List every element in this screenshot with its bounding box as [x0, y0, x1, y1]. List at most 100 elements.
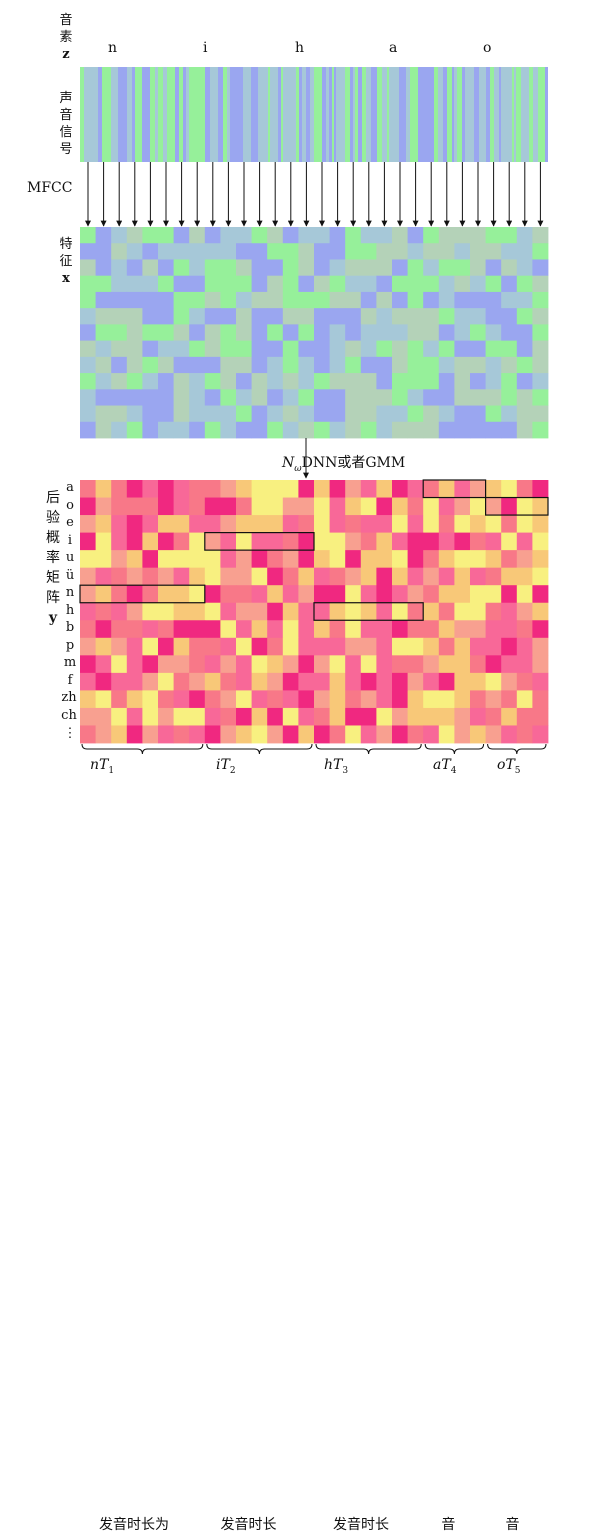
signal-stripe: [155, 67, 158, 162]
posterior-cell: [251, 567, 268, 586]
feature-cell: [438, 373, 455, 390]
feature-cell: [204, 291, 221, 309]
duration-brace-3: [315, 743, 422, 755]
signal-stripe: [538, 67, 543, 162]
feature-cell: [407, 243, 424, 260]
feature-cell: [314, 291, 330, 309]
posterior-cell: [220, 620, 237, 639]
feature-cell: [220, 356, 237, 374]
posterior-cell: [485, 707, 502, 726]
feature-cell: [314, 275, 330, 293]
signal-stripe: [111, 67, 113, 162]
posterior-cell: [532, 690, 549, 709]
signal-stripe: [266, 67, 268, 162]
feature-cell: [376, 259, 393, 277]
posterior-cell: [95, 532, 112, 551]
posterior-cell: [111, 655, 128, 674]
feature-cell: [267, 405, 284, 423]
signal-stripe: [508, 67, 512, 162]
feature-cell: [423, 259, 440, 277]
posterior-cell: [236, 655, 252, 674]
posterior-cell: [142, 602, 159, 621]
posterior-cell: [80, 480, 96, 498]
posterior-cell: [392, 725, 408, 744]
feature-axis-label: 特 征 x: [58, 236, 74, 287]
feature-cell: [267, 291, 284, 309]
posterior-cell: [282, 655, 299, 674]
feature-cell: [173, 373, 190, 390]
posterior-cell: [267, 550, 284, 569]
posterior-cell: [142, 672, 159, 691]
signal-stripe: [486, 67, 490, 162]
signal-stripe: [175, 67, 179, 162]
signal-stripe: [243, 67, 248, 162]
feature-cell: [189, 421, 206, 439]
feature-cell: [80, 308, 96, 325]
feature-cell: [158, 227, 174, 244]
feature-cell: [126, 421, 143, 439]
feature-cell: [345, 340, 362, 358]
posterior-cell: [470, 637, 486, 656]
posterior-cell: [516, 515, 533, 533]
posterior-cell: [142, 515, 159, 533]
feature-cell: [80, 356, 96, 374]
feature-cell: [501, 227, 518, 244]
posterior-cell: [111, 707, 128, 726]
feature-cell: [204, 389, 221, 406]
feature-cell: [532, 259, 549, 277]
posterior-cell: [251, 725, 268, 744]
posterior-cell: [501, 620, 518, 639]
signal-stripe: [270, 67, 273, 162]
signal-stripe: [310, 67, 314, 162]
signal-stripe: [420, 67, 423, 162]
model-subscript: ω: [294, 463, 302, 474]
posterior-cell: [204, 480, 221, 498]
posterior-cell: [407, 637, 424, 656]
feature-cell: [204, 275, 221, 293]
posterior-cell: [438, 620, 455, 639]
feature-cell: [329, 308, 346, 325]
signal-stripe: [205, 67, 210, 162]
posterior-cell: [111, 497, 128, 516]
duration-a: a 音 T4: [433, 757, 457, 1533]
feature-cell: [407, 340, 424, 358]
box-a: [422, 479, 487, 499]
feature-cell: [345, 389, 362, 406]
feature-cell: [173, 421, 190, 439]
feature-cell: [267, 421, 284, 439]
feature-cell: [111, 227, 128, 244]
feature-cell: [236, 421, 252, 439]
feature-cell: [126, 356, 143, 374]
posterior-cell: [392, 602, 408, 621]
posterior-cell: [267, 585, 284, 604]
posterior-cell: [126, 585, 143, 604]
posterior-cell: [158, 725, 174, 744]
posterior-cell: [345, 567, 362, 586]
posterior-cell: [173, 707, 190, 726]
signal-stripe: [529, 67, 533, 162]
feature-cell: [298, 243, 315, 260]
feature-cell: [423, 227, 440, 244]
feature-cell: [95, 340, 112, 358]
feature-cell: [532, 227, 549, 244]
feature-cell: [298, 259, 315, 277]
feature-cell: [407, 389, 424, 406]
posterior-cell: [95, 480, 112, 498]
signal-label-char-4: 号: [59, 142, 73, 157]
posterior-cell: [438, 567, 455, 586]
feature-cell: [80, 405, 96, 423]
feature-cell: [392, 373, 408, 390]
signal-stripe: [230, 67, 232, 162]
posterior-cell: [158, 707, 174, 726]
posterior-cell: [470, 567, 486, 586]
feature-cell: [345, 259, 362, 277]
posterior-cell: [142, 620, 159, 639]
feature-cell: [236, 275, 252, 293]
feature-cell: [95, 275, 112, 293]
feature-cell: [438, 259, 455, 277]
posterior-cell: [438, 672, 455, 691]
feature-cell: [80, 389, 96, 406]
posterior-cell: [95, 550, 112, 569]
feature-cell: [251, 421, 268, 439]
posterior-label-char-3: 概: [46, 530, 60, 546]
